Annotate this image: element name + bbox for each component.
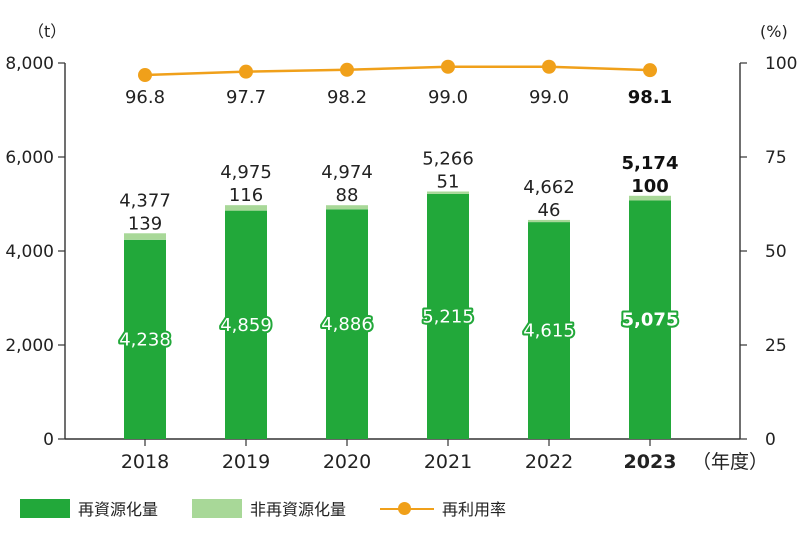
right-axis-tick-label: 100 xyxy=(765,54,797,74)
reuse-rate-line xyxy=(144,65,651,77)
bar-recycled xyxy=(326,209,368,439)
reuse-rate-point xyxy=(643,63,657,78)
data-label-recycled: 4,859 xyxy=(220,315,272,336)
reuse-rate-point xyxy=(239,64,253,79)
legend-swatch-reuse-rate xyxy=(380,499,435,518)
data-label-recycled: 4,615 xyxy=(523,321,575,342)
reuse-rate-point xyxy=(441,59,455,74)
bar-non-recycled xyxy=(629,195,671,201)
bar-non-recycled xyxy=(225,205,267,211)
x-axis-label: （年度） xyxy=(692,451,768,473)
right-axis-unit: (%) xyxy=(760,22,788,41)
data-label-non-recycled: 116 xyxy=(229,185,263,206)
bar-non-recycled xyxy=(528,219,570,223)
data-label-reuse-rate: 97.7 xyxy=(226,87,266,108)
right-axis-tick-label: 75 xyxy=(765,148,787,168)
data-label-reuse-rate: 98.2 xyxy=(327,87,367,108)
left-axis-tick-label: 2,000 xyxy=(5,336,54,356)
data-label-total: 4,975 xyxy=(220,162,272,183)
x-axis-tick-label: 2018 xyxy=(121,451,169,473)
data-label-non-recycled: 46 xyxy=(538,200,561,221)
right-axis-tick-label: 25 xyxy=(765,336,787,356)
bar-recycled xyxy=(124,239,166,439)
data-label-total: 4,974 xyxy=(321,162,373,183)
left-axis-unit: （t） xyxy=(28,22,66,41)
x-axis-tick-label: 2019 xyxy=(222,451,270,473)
data-label-recycled: 5,215 xyxy=(422,306,474,327)
bar-non-recycled xyxy=(427,191,469,194)
data-label-reuse-rate: 99.0 xyxy=(529,87,569,108)
legend-item-reuse-rate: 再利用率 xyxy=(380,496,506,520)
data-label-reuse-rate: 98.1 xyxy=(628,87,672,108)
data-label-non-recycled: 139 xyxy=(128,213,162,234)
x-axis-tick-label: 2021 xyxy=(424,451,472,473)
legend: 再資源化量 非再資源化量 再利用率 xyxy=(20,496,540,520)
data-label-total: 5,174 xyxy=(622,153,679,174)
data-label-total: 4,377 xyxy=(119,190,171,211)
x-axis-tick-label: 2023 xyxy=(624,451,677,473)
bar-non-recycled xyxy=(124,233,166,240)
bar-non-recycled xyxy=(326,205,368,210)
x-axis-tick-label: 2022 xyxy=(525,451,573,473)
data-label-non-recycled: 51 xyxy=(437,171,460,192)
bar-recycled xyxy=(427,193,469,439)
left-axis-tick-label: 6,000 xyxy=(5,148,54,168)
data-label-non-recycled: 88 xyxy=(336,185,359,206)
right-axis-tick-label: 0 xyxy=(765,430,776,450)
left-axis-tick-label: 0 xyxy=(43,430,54,450)
reuse-rate-point xyxy=(542,59,556,74)
legend-item-recycled: 再資源化量 xyxy=(20,496,158,520)
data-label-total: 4,662 xyxy=(523,177,575,198)
data-label-recycled: 4,238 xyxy=(119,329,171,350)
data-label-reuse-rate: 96.8 xyxy=(125,87,165,108)
data-label-total: 5,266 xyxy=(422,148,474,169)
bar-recycled xyxy=(528,222,570,439)
reuse-rate-point xyxy=(340,62,354,77)
data-label-recycled: 5,075 xyxy=(622,310,679,331)
right-axis-tick-label: 50 xyxy=(765,242,787,262)
data-label-recycled: 4,886 xyxy=(321,314,373,335)
legend-label-reuse-rate: 再利用率 xyxy=(442,500,507,519)
legend-swatch-recycled xyxy=(20,498,70,518)
legend-item-non-recycled: 非再資源化量 xyxy=(192,496,346,520)
bar-recycled xyxy=(629,200,671,439)
reuse-rate-point xyxy=(138,68,152,83)
bar-recycled xyxy=(225,210,267,439)
x-axis-tick-label: 2020 xyxy=(323,451,371,473)
legend-swatch-non-recycled xyxy=(192,498,243,518)
left-axis-tick-label: 8,000 xyxy=(5,54,54,74)
legend-label-non-recycled: 非再資源化量 xyxy=(250,500,347,519)
left-axis-tick-label: 4,000 xyxy=(5,242,54,262)
legend-label-recycled: 再資源化量 xyxy=(78,500,159,519)
data-label-reuse-rate: 99.0 xyxy=(428,87,468,108)
data-label-non-recycled: 100 xyxy=(631,176,669,197)
